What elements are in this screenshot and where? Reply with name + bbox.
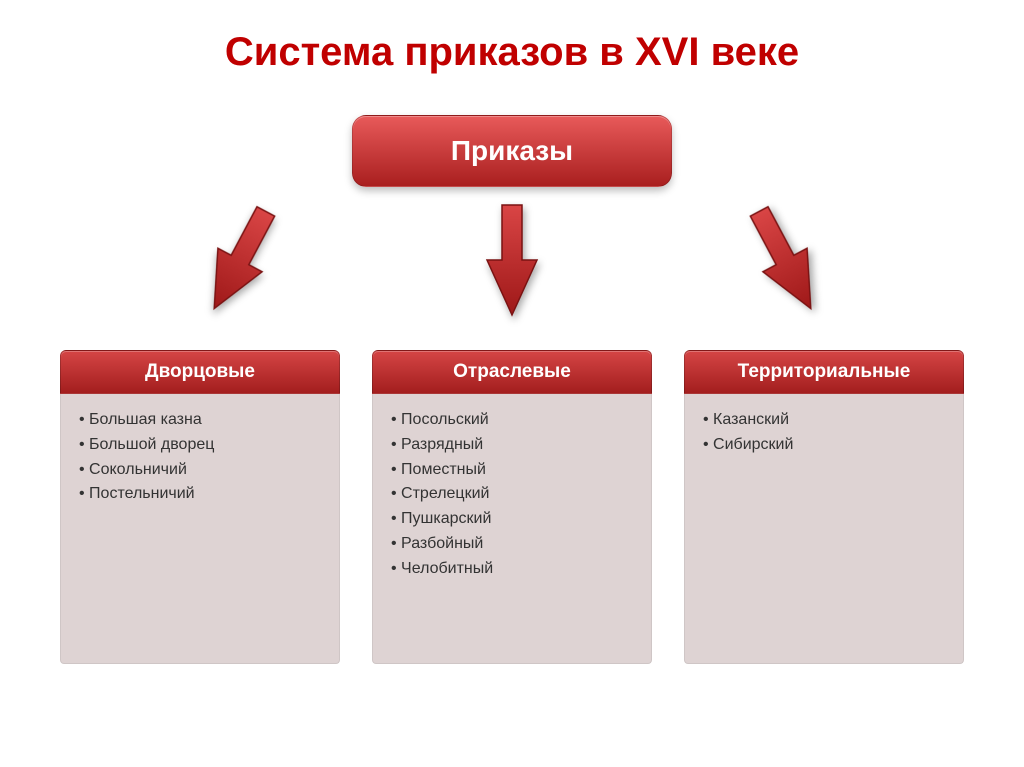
root-label: Приказы: [451, 135, 573, 167]
category-2: Территориальные КазанскийСибирский: [684, 350, 964, 664]
list-item: Постельничий: [79, 482, 321, 507]
list-item: Пушкарский: [391, 507, 633, 532]
list-item: Большой дворец: [79, 433, 321, 458]
category-header: Отраслевые: [372, 350, 652, 394]
category-header: Дворцовые: [60, 350, 340, 394]
arrow-icon: [185, 193, 294, 327]
category-header: Территориальные: [684, 350, 964, 394]
list-item: Стрелецкий: [391, 482, 633, 507]
category-body: Большая казнаБольшой дворецСокольничийПо…: [60, 394, 340, 664]
arrow-icon: [482, 200, 542, 320]
category-1: Отраслевые ПосольскийРазрядныйПоместныйСт…: [372, 350, 652, 664]
list-item: Поместный: [391, 458, 633, 483]
category-0: Дворцовые Большая казнаБольшой дворецСоко…: [60, 350, 340, 664]
category-list: ПосольскийРазрядныйПоместныйСтрелецкийПу…: [391, 408, 633, 582]
page-title: Система приказов в XVI веке: [0, 0, 1024, 75]
list-item: Челобитный: [391, 557, 633, 582]
list-item: Сибирский: [703, 433, 945, 458]
category-body: КазанскийСибирский: [684, 394, 964, 664]
root-node: Приказы: [352, 115, 672, 187]
list-item: Казанский: [703, 408, 945, 433]
category-list: КазанскийСибирский: [703, 408, 945, 458]
category-body: ПосольскийРазрядныйПоместныйСтрелецкийПу…: [372, 394, 652, 664]
list-item: Сокольничий: [79, 458, 321, 483]
list-item: Посольский: [391, 408, 633, 433]
list-item: Разрядный: [391, 433, 633, 458]
arrow-icon: [730, 193, 839, 327]
arrow-1: [482, 200, 542, 320]
list-item: Разбойный: [391, 532, 633, 557]
category-list: Большая казнаБольшой дворецСокольничийПо…: [79, 408, 321, 507]
arrow-0: [185, 193, 294, 327]
list-item: Большая казна: [79, 408, 321, 433]
arrow-2: [730, 193, 839, 327]
